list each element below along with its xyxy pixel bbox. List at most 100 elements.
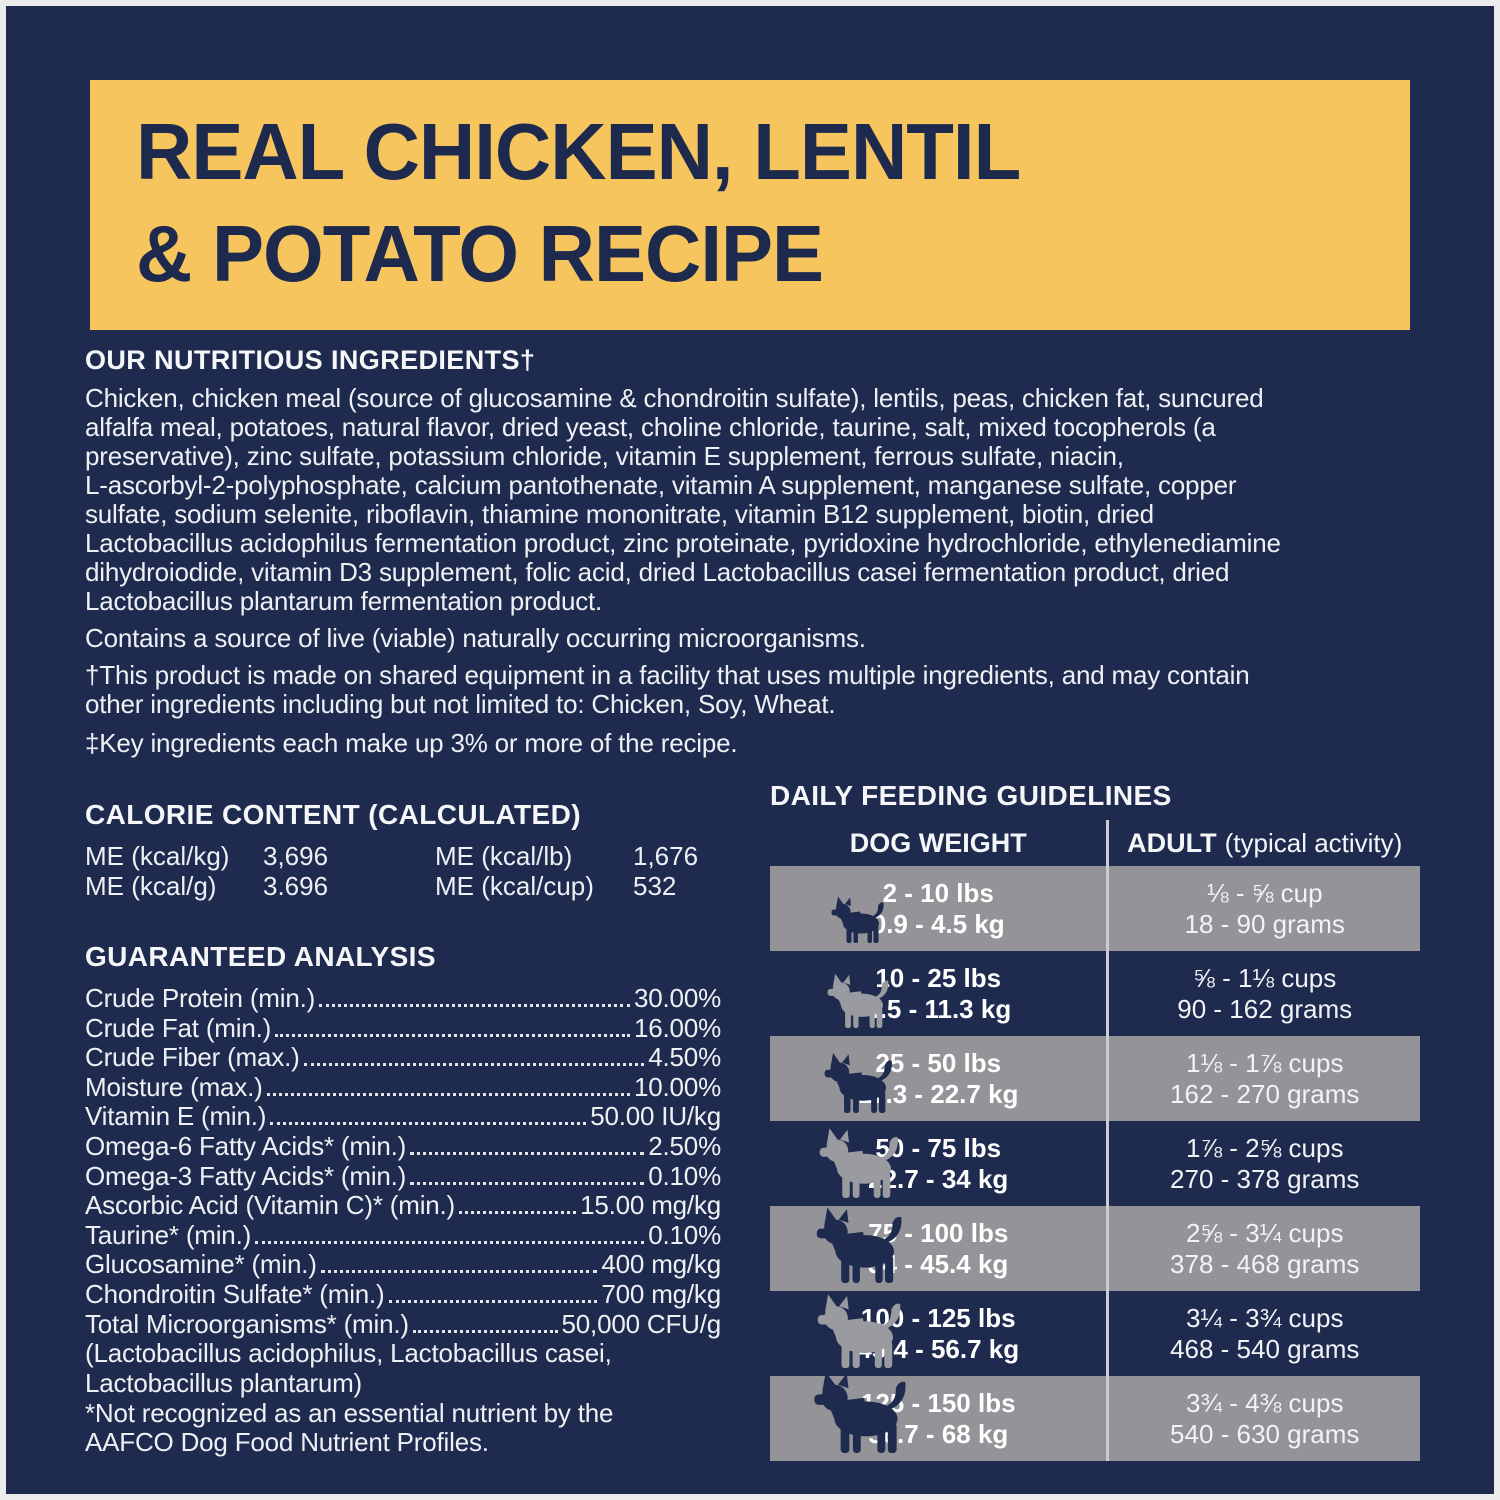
analysis-row: Moisture (max.) 10.00% xyxy=(85,1072,721,1102)
analysis-value: 0.10% xyxy=(648,1219,721,1250)
calorie-value: 3,696 xyxy=(263,841,329,871)
key-ingredients-note: ‡Key ingredients each make up 3% or more… xyxy=(85,728,738,758)
amount-cups: 3¾ - 4⅜ cups xyxy=(1185,1387,1344,1418)
analysis-row: Crude Fat (min.) 16.00% xyxy=(85,1013,721,1043)
analysis-value: 15.00 mg/kg xyxy=(580,1190,721,1221)
analysis-row: Omega-6 Fatty Acids* (min.) 2.50% xyxy=(85,1131,721,1161)
dot-leader xyxy=(410,1181,645,1185)
adult-header-suffix: (typical activity) xyxy=(1224,827,1403,858)
weight-kg: 22.7 - 34 kg xyxy=(868,1163,1009,1194)
great-dane-icon xyxy=(800,1205,910,1283)
analysis-label: Glucosamine* (min.) xyxy=(85,1249,317,1280)
amount-grams: 18 - 90 grams xyxy=(1184,908,1345,939)
labrador-icon xyxy=(800,1292,910,1368)
analysis-value: 16.00% xyxy=(634,1012,721,1043)
analysis-footnote: *Not recognized as an essential nutrient… xyxy=(85,1398,614,1457)
calorie-content-heading: CALORIE CONTENT (CALCULATED) xyxy=(85,799,581,830)
calorie-row: ME (kcal/g) 3.696 xyxy=(85,871,328,901)
calorie-value: 532 xyxy=(633,871,677,901)
feeding-row: 25 - 50 lbs 11.3 - 22.7 kg 1⅛ - 1⅞ cups … xyxy=(770,1036,1420,1121)
analysis-label: Crude Fat (min.) xyxy=(85,1012,272,1043)
feeding-row: 2 - 10 lbs 0.9 - 4.5 kg ⅛ - ⅝ cup 18 - 9… xyxy=(770,866,1420,951)
feeding-guidelines-heading: DAILY FEEDING GUIDELINES xyxy=(770,780,1172,811)
feeding-table-header: DOG WEIGHT ADULT (typical activity) xyxy=(770,820,1420,866)
analysis-label: Total Microorganisms* (min.) xyxy=(85,1308,409,1339)
weight-lbs: 25 - 50 lbs xyxy=(875,1047,1002,1078)
dot-leader xyxy=(388,1299,598,1303)
analysis-value: 10.00% xyxy=(634,1071,721,1102)
title-banner: REAL CHICKEN, LENTIL & POTATO RECIPE xyxy=(90,80,1410,330)
weight-lbs: 10 - 25 lbs xyxy=(875,962,1002,993)
calorie-label: ME (kcal/kg) xyxy=(85,841,230,871)
amount-grams: 378 - 468 grams xyxy=(1170,1248,1360,1279)
analysis-label: Omega-6 Fatty Acids* (min.) xyxy=(85,1130,407,1161)
feeding-guidelines-table: DOG WEIGHT ADULT (typical activity) 2 - … xyxy=(770,820,1420,1461)
calorie-row: ME (kcal/cup) 532 xyxy=(435,871,698,901)
microorganisms-note: Contains a source of live (viable) natur… xyxy=(85,623,866,653)
dot-leader xyxy=(459,1211,577,1215)
newfoundland-icon xyxy=(800,1369,910,1453)
analysis-value: 2.50% xyxy=(648,1130,721,1161)
amount-grams: 90 - 162 grams xyxy=(1177,993,1353,1024)
analysis-value: 4.50% xyxy=(648,1042,721,1073)
calorie-value: 1,676 xyxy=(633,841,699,871)
analysis-value: 50.00 IU/kg xyxy=(590,1101,721,1132)
ingredients-list: Chicken, chicken meal (source of glucosa… xyxy=(85,383,1281,616)
adult-header-bold: ADULT xyxy=(1127,827,1217,858)
amount-cups: ⅝ - 1⅛ cups xyxy=(1193,962,1337,993)
dot-leader xyxy=(303,1063,645,1067)
amount-cups: 1⅛ - 1⅞ cups xyxy=(1185,1047,1344,1078)
husky-icon xyxy=(800,1051,910,1113)
analysis-label: Crude Protein (min.) xyxy=(85,983,316,1013)
analysis-label: Ascorbic Acid (Vitamin C)* (min.) xyxy=(85,1190,456,1221)
calorie-label: ME (kcal/g) xyxy=(85,871,217,901)
analysis-label: Taurine* (min.) xyxy=(85,1219,252,1250)
calorie-value: 3.696 xyxy=(263,871,329,901)
dot-leader xyxy=(266,1092,631,1096)
feeding-row: 75 - 100 lbs 34 - 45.4 kg 2⅝ - 3¼ cups 3… xyxy=(770,1206,1420,1291)
calorie-row: ME (kcal/lb) 1,676 xyxy=(435,841,698,871)
analysis-row: Taurine* (min.) 0.10% xyxy=(85,1220,721,1250)
guaranteed-analysis-table: Crude Protein (min.) 30.00% Crude Fat (mi… xyxy=(85,983,721,1398)
calorie-label: ME (kcal/lb) xyxy=(435,841,573,871)
dot-leader xyxy=(275,1033,631,1037)
dog-weight-header: DOG WEIGHT xyxy=(849,827,1027,858)
analysis-label: Lactobacillus plantarum) xyxy=(85,1367,363,1398)
feeding-row: 100 - 125 lbs 45.4 - 56.7 kg 3¼ - 3¾ cup… xyxy=(770,1291,1420,1376)
analysis-row: Ascorbic Acid (Vitamin C)* (min.) 15.00 m… xyxy=(85,1190,721,1220)
feeding-row: 125 - 150 lbs 56.7 - 68 kg 3¾ - 4⅜ cups … xyxy=(770,1376,1420,1461)
dot-leader xyxy=(255,1240,645,1244)
analysis-row: Vitamin E (min.) 50.00 IU/kg xyxy=(85,1101,721,1131)
guaranteed-analysis-heading: GUARANTEED ANALYSIS xyxy=(85,941,436,972)
weight-kg: 4.5 - 11.3 kg xyxy=(865,993,1012,1024)
analysis-value: 0.10% xyxy=(648,1160,721,1191)
analysis-label: Chondroitin Sulfate* (min.) xyxy=(85,1278,385,1309)
amount-grams: 162 - 270 grams xyxy=(1170,1078,1360,1109)
amount-grams: 540 - 630 grams xyxy=(1170,1418,1360,1449)
weight-kg: 0.9 - 4.5 kg xyxy=(871,908,1005,939)
amount-cups: 3¼ - 3¾ cups xyxy=(1185,1302,1344,1333)
feeding-row: 50 - 75 lbs 22.7 - 34 kg 1⅞ - 2⅝ cups 27… xyxy=(770,1121,1420,1206)
weight-lbs: 2 - 10 lbs xyxy=(882,877,994,908)
chihuahua-icon xyxy=(800,895,910,943)
analysis-value: 30.00% xyxy=(634,983,721,1013)
analysis-row: Total Microorganisms* (min.) 50,000 CFU/g xyxy=(85,1309,721,1339)
ingredients-heading: OUR NUTRITIOUS INGREDIENTS† xyxy=(85,345,536,375)
analysis-row: Crude Fiber (max.) 4.50% xyxy=(85,1042,721,1072)
product-title: REAL CHICKEN, LENTIL & POTATO RECIPE xyxy=(136,106,1021,299)
dot-leader xyxy=(319,1004,631,1007)
analysis-row: Omega-3 Fatty Acids* (min.) 0.10% xyxy=(85,1161,721,1191)
amount-cups: 1⅞ - 2⅝ cups xyxy=(1185,1132,1344,1163)
analysis-label: (Lactobacillus acidophilus, Lactobacillu… xyxy=(85,1338,612,1369)
dot-leader xyxy=(270,1122,587,1126)
analysis-row: Chondroitin Sulfate* (min.) 700 mg/kg xyxy=(85,1279,721,1309)
analysis-label: Moisture (max.) xyxy=(85,1071,263,1102)
analysis-value: 50,000 CFU/g xyxy=(561,1308,722,1339)
calorie-row: ME (kcal/kg) 3,696 xyxy=(85,841,328,871)
feeding-row: 10 - 25 lbs 4.5 - 11.3 kg ⅝ - 1⅛ cups 90… xyxy=(770,951,1420,1036)
analysis-row: (Lactobacillus acidophilus, Lactobacillu… xyxy=(85,1338,721,1368)
analysis-label: Crude Fiber (max.) xyxy=(85,1042,300,1073)
dot-leader xyxy=(320,1270,598,1274)
analysis-label: Omega-3 Fatty Acids* (min.) xyxy=(85,1160,407,1191)
